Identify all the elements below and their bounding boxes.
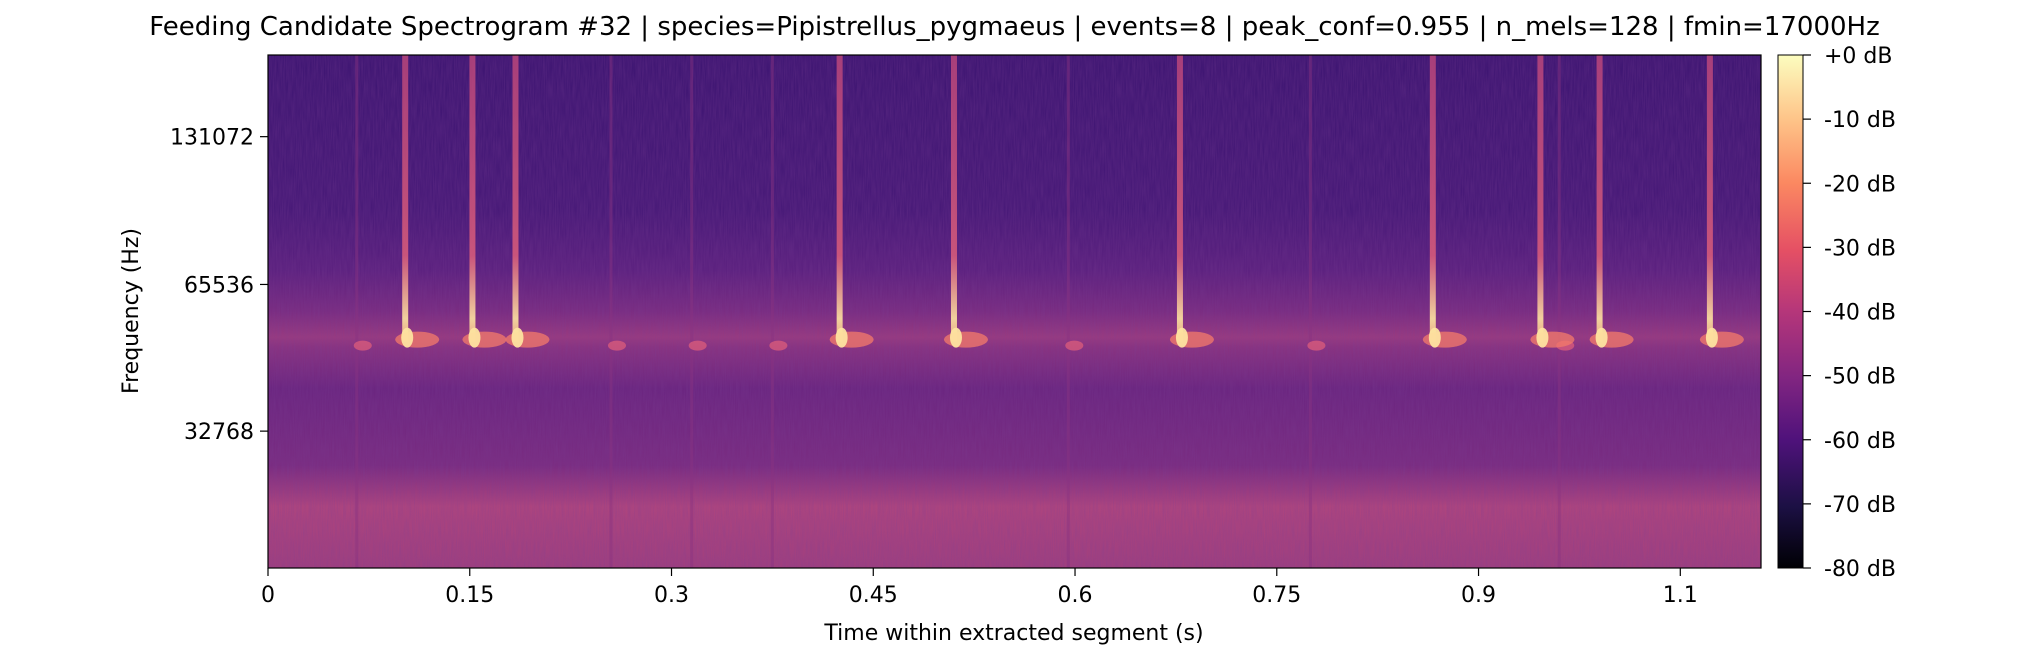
call-peak bbox=[1705, 327, 1718, 348]
call-streak bbox=[512, 55, 519, 342]
call-streak bbox=[1176, 55, 1183, 342]
faint-call-spot bbox=[353, 340, 372, 351]
call-peak bbox=[401, 327, 414, 348]
faint-call-streak bbox=[1066, 55, 1070, 568]
faint-call-spot bbox=[769, 340, 788, 351]
faint-call-streak bbox=[690, 55, 694, 568]
y-axis-label: Frequency (Hz) bbox=[119, 228, 144, 394]
call-streak bbox=[469, 55, 476, 342]
y-tick-label: 131072 bbox=[170, 126, 254, 151]
spectrogram-plot-area bbox=[267, 54, 1762, 569]
x-axis-label: Time within extracted segment (s) bbox=[823, 621, 1203, 646]
call-peak bbox=[949, 327, 962, 348]
faint-call-spot bbox=[688, 340, 707, 351]
colorbar-tick-label: -40 dB bbox=[1824, 301, 1896, 326]
chart-title: Feeding Candidate Spectrogram #32 | spec… bbox=[149, 12, 1880, 42]
call-peak bbox=[1428, 327, 1441, 348]
x-tick-label: 0 bbox=[261, 583, 275, 608]
y-axis: 32768 65536 131072 bbox=[170, 126, 268, 445]
colorbar-tick-label: -70 dB bbox=[1824, 493, 1896, 518]
call-streak bbox=[1596, 55, 1603, 342]
colorbar-ticks: +0 dB -10 dB -20 dB -30 dB -40 dB -50 dB -60 d… bbox=[1803, 44, 1896, 582]
spectrogram-noise-texture bbox=[268, 55, 1761, 568]
call-peak bbox=[511, 327, 524, 348]
colorbar-tick-label: -20 dB bbox=[1824, 172, 1896, 197]
plot-frame bbox=[267, 54, 1762, 569]
x-tick-label: 1.1 bbox=[1663, 583, 1698, 608]
colorbar-tick-label: -30 dB bbox=[1824, 236, 1896, 261]
y-tick-label: 32768 bbox=[184, 420, 254, 445]
faint-call-streak bbox=[770, 55, 774, 568]
call-peak bbox=[1536, 327, 1549, 348]
x-tick-label: 0.6 bbox=[1058, 583, 1093, 608]
call-streak bbox=[836, 55, 843, 342]
colorbar-tick-label: -10 dB bbox=[1824, 108, 1896, 133]
call-marks bbox=[353, 55, 1744, 568]
colorbar: +0 dB -10 dB -20 dB -30 dB -40 dB -50 dB -60 d… bbox=[1777, 44, 1896, 582]
call-peak bbox=[835, 327, 848, 348]
colorbar-tick-label: -60 dB bbox=[1824, 429, 1896, 454]
faint-call-streak bbox=[1557, 55, 1561, 568]
x-tick-label: 0.3 bbox=[654, 583, 689, 608]
x-tick-label: 0.75 bbox=[1252, 583, 1301, 608]
faint-call-spot bbox=[607, 340, 626, 351]
colorbar-tick-label: -50 dB bbox=[1824, 365, 1896, 390]
call-streak bbox=[950, 55, 957, 342]
call-peak bbox=[1175, 327, 1188, 348]
call-peak bbox=[468, 327, 481, 348]
call-peak bbox=[1595, 327, 1608, 348]
faint-call-streak bbox=[1308, 55, 1312, 568]
faint-call-streak bbox=[355, 55, 359, 568]
x-tick-label: 0.15 bbox=[445, 583, 494, 608]
call-streak bbox=[1706, 55, 1713, 342]
colorbar-tick-label: -80 dB bbox=[1824, 557, 1896, 582]
colorbar-tick-label: +0 dB bbox=[1824, 44, 1892, 69]
x-tick-label: 0.9 bbox=[1461, 583, 1496, 608]
faint-call-spot bbox=[1065, 340, 1084, 351]
call-streak bbox=[1537, 55, 1544, 342]
x-tick-label: 0.45 bbox=[849, 583, 898, 608]
call-streak bbox=[402, 55, 409, 342]
faint-call-streak bbox=[609, 55, 613, 568]
call-streak bbox=[1429, 55, 1436, 342]
colorbar-gradient bbox=[1777, 54, 1804, 569]
x-axis: 0 0.15 0.3 0.45 0.6 0.75 0.9 1.1 bbox=[261, 568, 1698, 608]
faint-call-spot bbox=[1307, 340, 1326, 351]
y-tick-label: 65536 bbox=[184, 273, 254, 298]
